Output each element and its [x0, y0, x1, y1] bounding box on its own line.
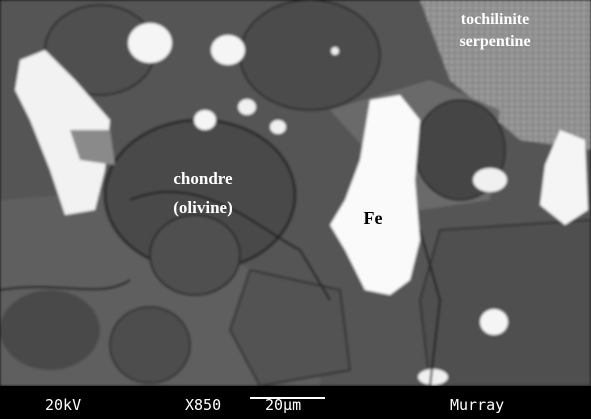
label-serpentine: serpentine [459, 33, 530, 50]
label-olivine: (olivine) [173, 198, 233, 217]
scale: 20µm [265, 396, 301, 414]
labels: tochilinite serpentine chondre (olivine)… [173, 11, 530, 228]
label-fe: Fe [364, 208, 383, 228]
label-tochilinite: tochilinite [461, 11, 529, 28]
info-bar: 20kV X850 20µm Murray [0, 386, 591, 419]
magnification: X850 [185, 396, 221, 414]
voltage: 20kV [45, 396, 81, 414]
sample: Murray [450, 396, 504, 414]
label-chondre: chondre [173, 169, 233, 188]
micrograph [0, 0, 591, 388]
info-bar-bg [0, 386, 591, 419]
